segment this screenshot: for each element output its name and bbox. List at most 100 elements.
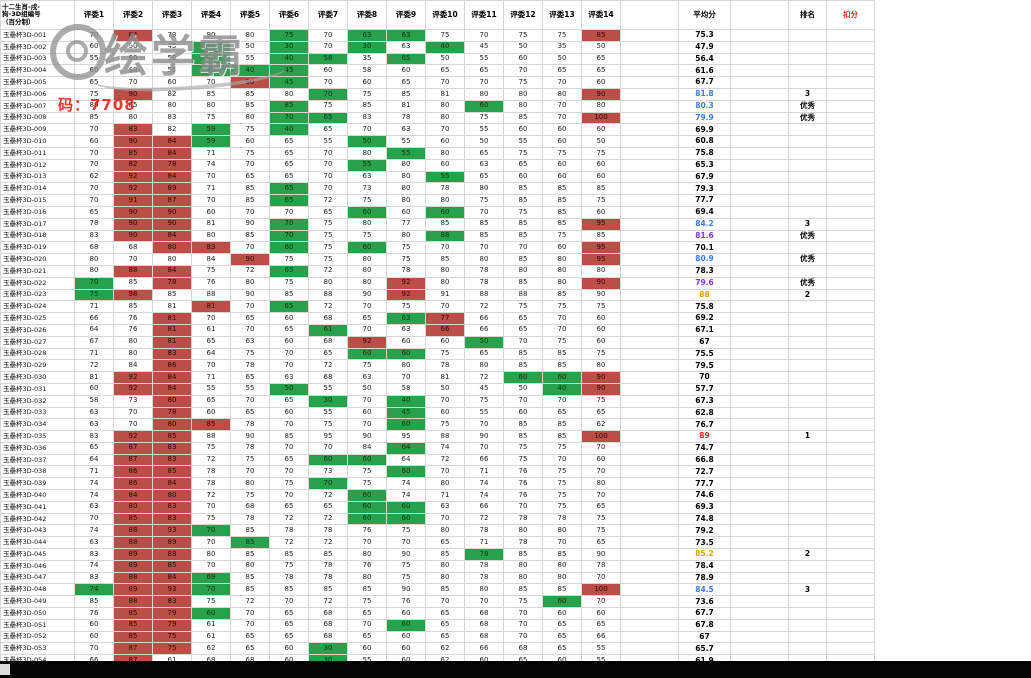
deduction-note-cell[interactable] — [730, 323, 789, 337]
score-cell[interactable]: 45 — [464, 382, 504, 396]
score-cell[interactable]: 80 — [581, 264, 621, 278]
score-cell[interactable]: 84 — [152, 477, 192, 491]
score-cell[interactable]: 75 — [191, 441, 231, 455]
score-cell[interactable]: 75 — [503, 441, 543, 455]
spacer-cell[interactable] — [620, 170, 679, 184]
score-cell[interactable]: 60 — [347, 406, 387, 420]
score-cell[interactable]: 72 — [464, 512, 504, 526]
score-cell[interactable]: 80 — [464, 87, 504, 101]
deduction-cell[interactable] — [826, 146, 875, 160]
score-cell[interactable]: 65 — [230, 406, 270, 420]
score-cell[interactable]: 60 — [386, 630, 426, 644]
score-cell[interactable]: 30 — [308, 642, 348, 656]
score-cell[interactable]: 81 — [74, 371, 114, 384]
score-cell[interactable]: 55 — [503, 135, 543, 148]
score-cell[interactable]: 58 — [113, 64, 153, 78]
spacer-cell[interactable] — [620, 87, 679, 101]
header-judge-5[interactable]: 评委5 — [230, 0, 270, 30]
score-cell[interactable]: 70 — [74, 194, 114, 207]
header-judge-4[interactable]: 评委4 — [191, 0, 231, 30]
spacer-cell[interactable] — [620, 394, 679, 408]
score-cell[interactable]: 88 — [308, 288, 348, 302]
score-cell[interactable]: 85 — [542, 288, 582, 302]
score-cell[interactable]: 100 — [581, 583, 621, 597]
score-cell[interactable]: 60 — [464, 99, 504, 113]
score-cell[interactable]: 88 — [425, 229, 465, 243]
score-cell[interactable]: 85 — [503, 583, 543, 597]
deduction-cell[interactable] — [826, 453, 875, 467]
score-cell[interactable]: 80 — [425, 571, 465, 585]
score-cell[interactable]: 60 — [347, 500, 387, 514]
deduction-note-cell[interactable] — [730, 288, 789, 302]
score-cell[interactable]: 78 — [425, 359, 465, 373]
deduction-cell[interactable] — [826, 489, 875, 502]
score-cell[interactable]: 70 — [464, 441, 504, 455]
score-cell[interactable]: 80 — [386, 194, 426, 207]
score-cell[interactable]: 85 — [503, 430, 543, 443]
score-cell[interactable]: 75 — [581, 347, 621, 361]
score-cell[interactable]: 75 — [152, 642, 192, 656]
score-cell[interactable]: 84 — [113, 29, 153, 42]
score-cell[interactable]: 64 — [386, 453, 426, 467]
score-cell[interactable]: 95 — [581, 241, 621, 255]
score-cell[interactable]: 80 — [425, 477, 465, 491]
score-cell[interactable]: 85 — [230, 182, 270, 196]
average-cell[interactable]: 60.8 — [678, 135, 731, 148]
deduction-note-cell[interactable] — [730, 394, 789, 408]
score-cell[interactable]: 65 — [464, 347, 504, 361]
spacer-cell[interactable] — [620, 300, 679, 314]
deduction-cell[interactable] — [826, 288, 875, 302]
score-cell[interactable]: 70 — [191, 170, 231, 184]
score-cell[interactable]: 60 — [113, 40, 153, 54]
score-cell[interactable]: 63 — [464, 158, 504, 172]
score-cell[interactable]: 65 — [269, 500, 309, 514]
row-label[interactable]: 玉壘杯3D-051 — [0, 618, 75, 632]
spacer-cell[interactable] — [620, 312, 679, 325]
header-judge-9[interactable]: 评委9 — [386, 0, 426, 30]
spacer-cell[interactable] — [620, 382, 679, 396]
score-cell[interactable]: 78 — [191, 465, 231, 479]
score-cell[interactable]: 62 — [191, 642, 231, 656]
score-cell[interactable]: 70 — [113, 418, 153, 432]
average-cell[interactable]: 70 — [678, 371, 731, 384]
score-cell[interactable]: 75 — [347, 477, 387, 491]
rank-cell[interactable] — [788, 559, 827, 573]
score-cell[interactable]: 88 — [113, 264, 153, 278]
score-cell[interactable]: 70 — [542, 99, 582, 113]
rank-cell[interactable]: 3 — [788, 217, 827, 231]
score-cell[interactable]: 62 — [74, 170, 114, 184]
score-cell[interactable]: 66 — [581, 630, 621, 644]
average-cell[interactable]: 77.7 — [678, 194, 731, 207]
rank-cell[interactable] — [788, 323, 827, 337]
score-cell[interactable]: 85 — [230, 571, 270, 585]
score-cell[interactable]: 70 — [503, 618, 543, 632]
deduction-cell[interactable] — [826, 477, 875, 491]
score-cell[interactable]: 75 — [425, 347, 465, 361]
rank-cell[interactable] — [788, 524, 827, 538]
score-cell[interactable]: 74 — [74, 489, 114, 502]
average-cell[interactable]: 74.8 — [678, 512, 731, 526]
average-cell[interactable]: 74.7 — [678, 441, 731, 455]
deduction-note-cell[interactable] — [730, 264, 789, 278]
rank-cell[interactable]: 优秀 — [788, 253, 827, 266]
score-cell[interactable]: 60 — [386, 465, 426, 479]
deduction-note-cell[interactable] — [730, 642, 789, 656]
deduction-note-cell[interactable] — [730, 99, 789, 113]
score-cell[interactable]: 83 — [74, 229, 114, 243]
score-cell[interactable]: 60 — [152, 76, 192, 89]
deduction-cell[interactable] — [826, 276, 875, 290]
score-cell[interactable]: 61 — [191, 323, 231, 337]
score-cell[interactable]: 68 — [230, 500, 270, 514]
score-cell[interactable]: 89 — [113, 548, 153, 561]
score-cell[interactable]: 89 — [113, 583, 153, 597]
score-cell[interactable]: 85 — [425, 217, 465, 231]
score-cell[interactable]: 93 — [152, 583, 192, 597]
deduction-note-cell[interactable] — [730, 205, 789, 219]
score-cell[interactable]: 73 — [113, 394, 153, 408]
score-cell[interactable]: 40 — [386, 394, 426, 408]
score-cell[interactable]: 80 — [464, 583, 504, 597]
score-cell[interactable]: 70 — [269, 229, 309, 243]
score-cell[interactable]: 55 — [464, 123, 504, 137]
average-cell[interactable]: 85.2 — [678, 548, 731, 561]
deduction-note-cell[interactable] — [730, 146, 789, 160]
